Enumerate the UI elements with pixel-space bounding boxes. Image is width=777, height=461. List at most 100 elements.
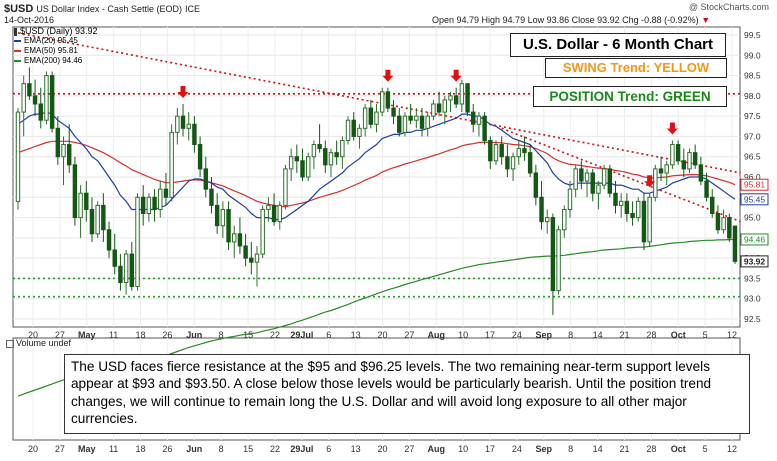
- candle-body: [152, 196, 157, 210]
- x-tick-label: 21: [619, 330, 629, 340]
- candle-body: [385, 91, 391, 109]
- candle-body: [391, 107, 396, 117]
- symbol-name: US Dollar Index - Cash Settle (EOD): [36, 4, 182, 14]
- x-tick-label: 12: [727, 444, 737, 454]
- down-arrow-icon: ▼: [701, 15, 711, 25]
- x-tick-label: 8: [219, 444, 224, 454]
- candle-body: [425, 115, 430, 129]
- x-tick-label: Aug: [428, 330, 446, 340]
- ema50-value-tag: 95.81: [744, 180, 766, 190]
- x-tick-label: 6: [326, 444, 331, 454]
- candle-body: [402, 115, 408, 133]
- collapse-icon[interactable]: [6, 339, 14, 348]
- position-trend-box: POSITION Trend: GREEN: [533, 86, 727, 107]
- candle-body: [66, 144, 72, 166]
- candle-body: [243, 245, 248, 259]
- x-tick-label: 15: [243, 444, 253, 454]
- y-tick-label: 95.0: [744, 213, 761, 223]
- candle-body: [419, 115, 425, 129]
- candle-body: [300, 160, 305, 178]
- candle-body: [311, 144, 317, 158]
- candle-body: [397, 115, 402, 133]
- candle-body: [539, 196, 544, 223]
- close-value-tag-frame: [740, 255, 769, 268]
- down-arrow-icon: [177, 85, 189, 98]
- candle-body: [618, 200, 624, 206]
- x-tick-label: 8: [568, 444, 573, 454]
- candle-body: [675, 144, 681, 162]
- candle-body: [664, 164, 669, 174]
- candle-body: [180, 115, 186, 129]
- candle-body: [584, 172, 590, 182]
- candle-body: [510, 156, 516, 170]
- candle-body: [84, 192, 89, 210]
- x-tick-label: 27: [55, 444, 65, 454]
- candle-body: [44, 75, 49, 121]
- candle-body: [658, 168, 664, 174]
- candle-body: [624, 200, 630, 215]
- x-tick-label: 22: [270, 444, 280, 454]
- candle-body: [436, 103, 442, 113]
- candle-body: [499, 144, 504, 158]
- legend-ema200: EMA(200) 94.46: [14, 56, 82, 65]
- down-arrow-icon: [644, 175, 656, 188]
- candle-body: [408, 115, 413, 121]
- candle-body: [721, 217, 726, 231]
- chart-title-box: U.S. Dollar - 6 Month Chart: [510, 33, 726, 57]
- y-tick-label: 98.5: [744, 71, 761, 81]
- x-tick-label: Aug: [428, 444, 446, 454]
- candle-body: [78, 192, 83, 219]
- y-tick-label: 97.0: [744, 131, 761, 141]
- candle-body: [197, 144, 203, 170]
- candle-body: [362, 107, 368, 129]
- candle-body: [448, 95, 453, 101]
- candle-body: [613, 192, 618, 206]
- candle-body: [476, 115, 482, 125]
- candle-body: [89, 208, 95, 235]
- candle-body: [698, 164, 704, 182]
- quote-line: Open 94.79 High 94.79 Low 93.86 Close 93…: [432, 15, 710, 25]
- x-tick-label: 13: [351, 444, 361, 454]
- x-tick-label: May: [78, 330, 96, 340]
- candle-body: [283, 168, 288, 206]
- candle-body: [357, 127, 362, 137]
- candle-body: [527, 152, 533, 174]
- x-tick-label: Sep: [536, 444, 553, 454]
- candle-body: [38, 103, 43, 121]
- x-tick-label: Sep: [536, 330, 553, 340]
- candle-body: [641, 200, 647, 243]
- down-arrow-icon: [450, 69, 462, 82]
- candle-body: [277, 204, 282, 223]
- candle-body: [328, 152, 334, 166]
- x-tick-label: 8: [568, 330, 573, 340]
- candle-body: [522, 148, 527, 154]
- x-tick-label: 10: [458, 330, 468, 340]
- x-tick-label: Oct: [671, 444, 686, 454]
- candle-body: [209, 188, 214, 206]
- chart-date: 14-Oct-2016: [4, 15, 55, 25]
- candle-body: [544, 217, 550, 223]
- candle-body: [129, 253, 135, 288]
- x-tick-label: 8: [219, 330, 224, 340]
- candle-body: [579, 168, 584, 182]
- x-tick-label: 26: [162, 330, 172, 340]
- candle-body: [15, 111, 21, 202]
- x-tick-label: 17: [485, 330, 495, 340]
- candle-body: [226, 208, 231, 243]
- x-tick-label: 17: [485, 444, 495, 454]
- legend-ema50: EMA(50) 95.81: [14, 46, 78, 55]
- candle-body: [106, 229, 112, 251]
- y-tick-label: 99.5: [744, 30, 761, 40]
- y-tick-label: 96.5: [744, 152, 761, 162]
- candle-body: [158, 188, 163, 210]
- x-tick-label: 27: [404, 444, 414, 454]
- volume-label: Volume undef: [6, 338, 71, 348]
- x-tick-label: 10: [458, 444, 468, 454]
- x-tick-label: 15: [243, 330, 253, 340]
- candle-body: [27, 83, 32, 97]
- candle-body: [681, 160, 687, 170]
- candle-body: [431, 103, 436, 117]
- candle-body: [562, 208, 567, 231]
- candle-body: [692, 152, 698, 166]
- ema200-value-tag-frame: [740, 233, 769, 246]
